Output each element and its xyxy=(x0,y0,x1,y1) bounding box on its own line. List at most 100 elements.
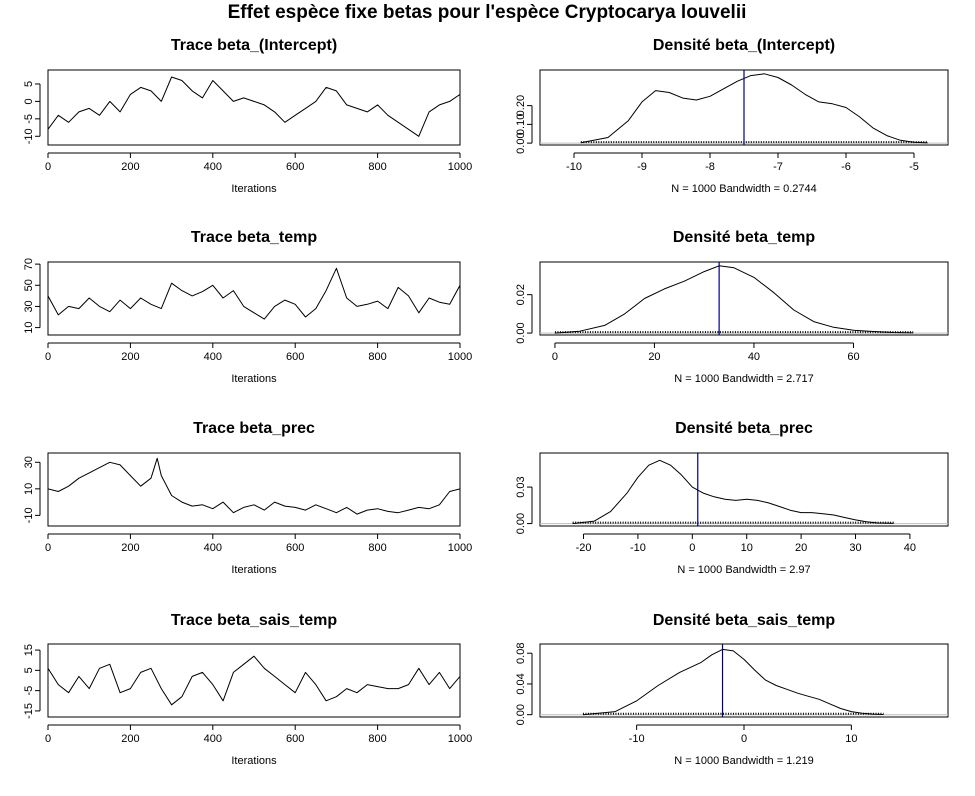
x-tick-label: 0 xyxy=(45,542,51,554)
x-tick-label: 400 xyxy=(204,161,222,173)
y-tick-label: 0.08 xyxy=(515,643,527,664)
x-tick-label: 400 xyxy=(204,351,222,363)
panel-title: Trace beta_(Intercept) xyxy=(171,37,337,54)
series-line xyxy=(48,267,460,320)
y-tick-label: 0 xyxy=(23,98,35,104)
series-line xyxy=(580,73,928,144)
panel-title: Densité beta_prec xyxy=(675,420,813,437)
x-tick-label: -9 xyxy=(637,161,647,173)
plot-area xyxy=(48,76,460,137)
x-axis-label: N = 1000 Bandwidth = 2.717 xyxy=(674,373,813,385)
panel-title: Densité beta_sais_temp xyxy=(653,612,836,629)
series-line xyxy=(572,459,894,525)
plot-area xyxy=(540,262,948,335)
x-tick-label: -10 xyxy=(629,733,645,745)
x-tick-label: 0 xyxy=(689,542,695,554)
panel-trace-intercept: Trace beta_(Intercept) 0 200 400 600 800 1000 -… xyxy=(23,37,472,195)
x-tick-label: 200 xyxy=(121,542,139,554)
x-tick-label: 400 xyxy=(204,542,222,554)
x-tick-label: 20 xyxy=(648,351,660,363)
y-tick-label: 0.00 xyxy=(515,132,527,153)
x-tick-label: 1000 xyxy=(448,351,472,363)
y-tick-label: 0.10 xyxy=(515,114,527,135)
x-tick-label: -7 xyxy=(773,161,783,173)
plot-frame xyxy=(47,452,461,527)
x-tick-label: -10 xyxy=(630,542,646,554)
x-tick-label: -10 xyxy=(566,161,582,173)
figure-title: Effet espèce fixe betas pour l'espèce Cr… xyxy=(228,2,747,23)
x-tick-label: 1000 xyxy=(448,161,472,173)
panel-title: Trace beta_sais_temp xyxy=(171,612,338,629)
x-tick-label: 600 xyxy=(286,351,304,363)
panel-title: Trace beta_prec xyxy=(193,420,315,437)
panel-title: Trace beta_temp xyxy=(191,229,318,246)
plot-area xyxy=(540,70,948,145)
y-tick-label: -10 xyxy=(23,507,35,523)
panel-title: Densité beta_temp xyxy=(673,229,815,246)
x-axis-label: N = 1000 Bandwidth = 2.97 xyxy=(677,564,810,576)
x-tick-label: 40 xyxy=(904,542,916,554)
x-tick-label: 200 xyxy=(121,733,139,745)
x-axis-label: Iterations xyxy=(231,755,277,767)
x-axis-label: Iterations xyxy=(231,183,277,195)
y-tick-label: -5 xyxy=(23,686,35,696)
plot-frame xyxy=(539,261,949,336)
y-tick-label: 0.02 xyxy=(515,284,527,305)
panel-trace-sais-temp: Trace beta_sais_temp 0 200 400 600 800 1000 -15… xyxy=(23,612,472,767)
x-tick-label: -5 xyxy=(909,161,919,173)
y-tick-label: -5 xyxy=(23,114,35,124)
y-tick-label: 10 xyxy=(23,483,35,495)
x-tick-label: 1000 xyxy=(448,542,472,554)
y-tick-label: 0.20 xyxy=(515,95,527,116)
y-tick-label: 0.00 xyxy=(515,513,527,534)
plot-frame xyxy=(539,643,949,718)
x-tick-label: 0 xyxy=(45,161,51,173)
y-tick-label: 15 xyxy=(23,644,35,656)
x-tick-label: 200 xyxy=(121,351,139,363)
x-axis-label: N = 1000 Bandwidth = 1.219 xyxy=(674,755,813,767)
plot-area xyxy=(48,457,460,515)
x-axis-label: Iterations xyxy=(231,373,277,385)
panel-title: Densité beta_(Intercept) xyxy=(653,37,835,54)
plot-area xyxy=(540,644,948,717)
plot-frame xyxy=(47,261,461,336)
x-tick-label: 0 xyxy=(552,351,558,363)
plot-frame xyxy=(539,452,949,527)
x-tick-label: 0 xyxy=(45,733,51,745)
series-line xyxy=(48,457,460,515)
x-tick-label: -8 xyxy=(705,161,715,173)
y-tick-label: 50 xyxy=(23,279,35,291)
x-axis-label: Iterations xyxy=(231,564,277,576)
x-tick-label: 20 xyxy=(795,542,807,554)
y-tick-label: 0.04 xyxy=(515,673,527,694)
y-tick-label: 70 xyxy=(23,258,35,270)
x-tick-label: 200 xyxy=(121,161,139,173)
panel-density-intercept: Densité beta_(Intercept) -10 -9 -8 -7 -6 -5 0.0… xyxy=(515,37,949,195)
y-tick-label: 30 xyxy=(23,300,35,312)
x-tick-label: 0 xyxy=(45,351,51,363)
y-tick-label: 10 xyxy=(23,321,35,333)
x-tick-label: 60 xyxy=(847,351,859,363)
plot-frame xyxy=(47,69,461,146)
series-line xyxy=(582,648,884,716)
y-tick-label: 0.03 xyxy=(515,476,527,497)
x-tick-label: -20 xyxy=(576,542,592,554)
plot-area xyxy=(48,655,460,706)
panel-density-temp: Densité beta_temp 0 20 40 60 0.00 0.02 N = 1000… xyxy=(515,229,949,385)
x-tick-label: 1000 xyxy=(448,733,472,745)
x-axis-label: N = 1000 Bandwidth = 0.2744 xyxy=(671,183,817,195)
x-tick-label: 800 xyxy=(368,161,386,173)
x-tick-label: 800 xyxy=(368,351,386,363)
x-tick-label: 0 xyxy=(741,733,747,745)
plot-area xyxy=(48,267,460,320)
y-tick-label: 30 xyxy=(23,456,35,468)
x-tick-label: -6 xyxy=(841,161,851,173)
x-tick-label: 400 xyxy=(204,733,222,745)
series-line xyxy=(48,76,460,137)
panel-density-prec: Densité beta_prec -20 -10 0 10 20 30 40 0.00 0.03… xyxy=(515,420,949,576)
x-tick-label: 800 xyxy=(368,733,386,745)
x-tick-label: 600 xyxy=(286,542,304,554)
y-tick-label: -10 xyxy=(23,128,35,144)
y-tick-label: 0.00 xyxy=(515,322,527,343)
